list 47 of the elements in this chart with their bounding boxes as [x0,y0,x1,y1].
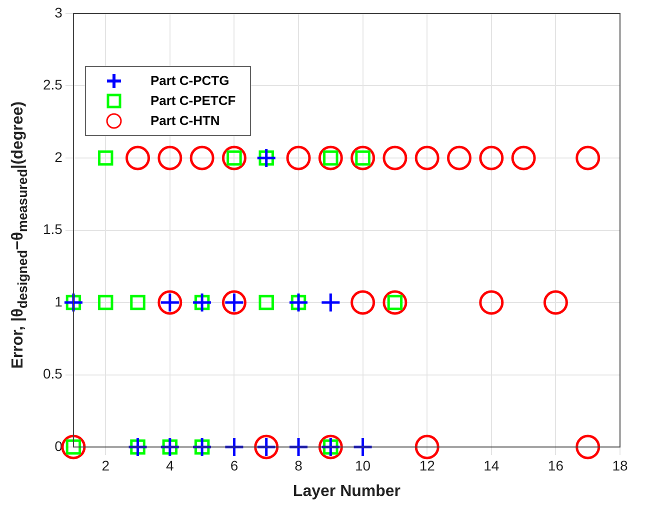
x-tick-label: 8 [294,457,303,474]
x-tick-label: 10 [355,457,371,474]
point [382,290,408,315]
y-tick-label: 1.5 [42,221,63,238]
x-tick-label: 4 [166,457,174,474]
point [190,146,214,170]
point [511,146,536,170]
legend-label: Part C-PCTG [150,73,230,88]
point [414,146,440,170]
point [98,294,114,310]
point [352,436,374,458]
point [288,436,309,458]
y-tick-label: 0.5 [42,366,63,382]
point [318,146,343,170]
point [98,150,114,166]
point [158,146,182,170]
point [224,436,244,458]
y-tick-label: 2 [54,148,63,165]
point [350,146,376,170]
y-tick-label: 2.5 [42,76,63,93]
point [126,146,150,170]
y-tick-label: 1 [54,293,63,310]
x-tick-label: 12 [419,457,436,474]
point [130,294,146,310]
x-tick-label: 6 [230,457,238,474]
point [576,434,600,460]
point [479,290,504,315]
x-tick-label: 16 [548,457,564,474]
point [258,294,274,310]
point [320,292,341,313]
point [479,146,504,170]
point [350,290,376,315]
legend-label: Part C-PETCF [150,93,236,108]
point [382,146,408,170]
x-axis-title: Layer Number [292,482,401,500]
point [447,146,472,170]
x-tick-label: 2 [102,457,110,474]
legend-label: Part C-HTN [150,113,220,128]
y-tick-label: 3 [54,4,63,20]
x-tick-label: 14 [484,457,500,474]
point [222,146,246,170]
point [414,434,440,460]
point [576,146,600,170]
point [61,434,86,460]
x-tick-label: 18 [612,457,628,474]
point [543,290,568,315]
point [286,146,311,170]
